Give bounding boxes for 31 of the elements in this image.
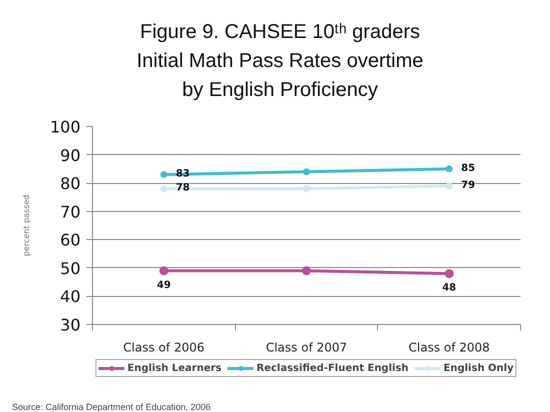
chart-title: Figure 9. CAHSEE 10ᵗʰ graders Initial Math Pass Rates overtime by English Proficiency [136,20,424,103]
y-tick-label: 70 [60,202,80,222]
legend-label: English Only [444,362,514,374]
data-label: 79 [461,180,476,191]
y-axis-title: percent passed [22,194,31,256]
point [303,185,310,192]
point [446,165,453,172]
data-label: 48 [442,282,456,294]
point [446,182,453,190]
point [160,185,168,192]
y-tick-label: 80 [60,174,80,194]
y-tick-label: 90 [60,146,80,165]
y-tick-label: 60 [60,230,80,250]
y-tick-label: 100 [50,118,81,136]
y-tick-label: 30 [60,316,80,334]
x-tick-label: Class of 2006 [123,340,204,354]
legend-label: English Learners [127,362,222,374]
x-tick-label: Class of 2007 [266,340,348,354]
point [159,266,168,276]
y-tick-label: 40 [60,287,80,306]
point [444,269,454,278]
point [303,168,310,176]
legend-label: Reclassified-Fluent English [256,362,409,374]
data-label: 85 [461,162,476,174]
data-label: 78 [176,182,190,194]
data-label: 49 [156,280,171,291]
point [160,171,168,178]
point [302,266,311,276]
x-tick-label: Class of 2008 [408,340,490,354]
y-tick-label: 50 [60,258,80,278]
source-note: Source: California Department of Education, 2006 [12,401,211,412]
